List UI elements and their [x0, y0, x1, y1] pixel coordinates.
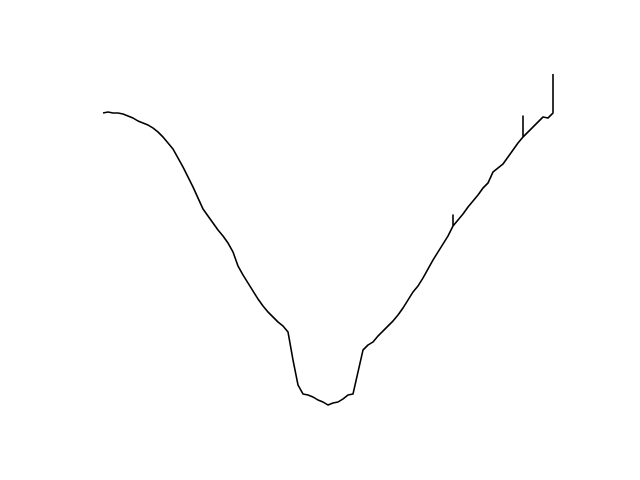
line: [102, 74, 554, 406]
